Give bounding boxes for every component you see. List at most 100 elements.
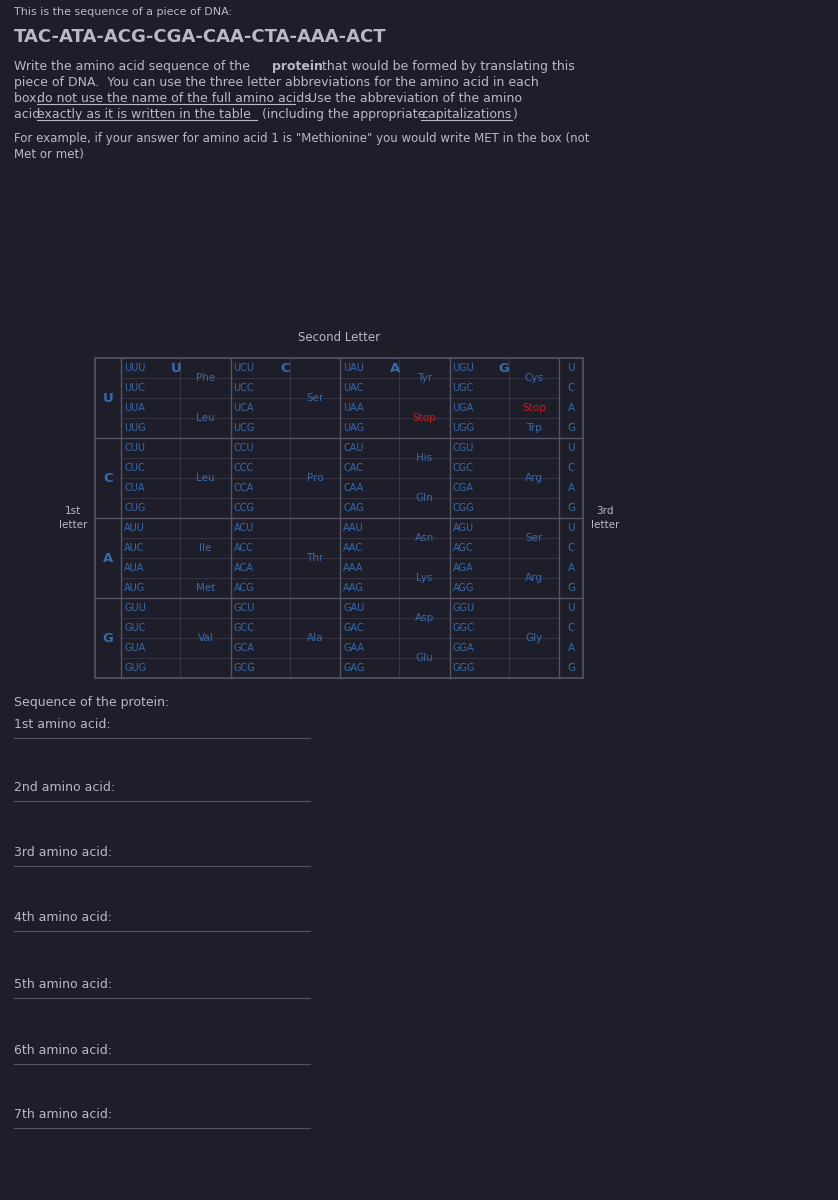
- Text: U: U: [170, 361, 181, 374]
- Bar: [95, 358, 583, 678]
- Text: GGC: GGC: [453, 623, 474, 634]
- Text: AUC: AUC: [124, 542, 144, 553]
- Text: GUG: GUG: [124, 662, 146, 673]
- Text: do not use the name of the full amino acids: do not use the name of the full amino ac…: [37, 92, 311, 104]
- Text: AAC: AAC: [343, 542, 363, 553]
- Text: AUA: AUA: [124, 563, 144, 572]
- Text: ACG: ACG: [234, 583, 254, 593]
- Text: His: His: [416, 452, 432, 463]
- Text: Stop: Stop: [522, 403, 546, 413]
- Text: UUC: UUC: [124, 383, 145, 392]
- Text: protein: protein: [272, 60, 323, 73]
- Text: TAC-ATA-ACG-CGA-CAA-CTA-AAA-ACT: TAC-ATA-ACG-CGA-CAA-CTA-AAA-ACT: [14, 28, 386, 46]
- Text: Ala: Ala: [307, 634, 323, 643]
- Text: Glu: Glu: [416, 653, 433, 662]
- Text: 6th amino acid:: 6th amino acid:: [14, 1044, 112, 1057]
- Text: Met or met): Met or met): [14, 148, 84, 161]
- Text: UCC: UCC: [234, 383, 254, 392]
- Text: A: A: [567, 403, 575, 413]
- Text: (including the appropriate: (including the appropriate: [258, 108, 429, 121]
- Text: Met: Met: [195, 583, 215, 593]
- Text: Gln: Gln: [416, 493, 433, 503]
- Text: Stop: Stop: [412, 413, 437, 422]
- Text: CGA: CGA: [453, 482, 473, 493]
- Text: UAU: UAU: [343, 362, 364, 373]
- Text: capitalizations: capitalizations: [421, 108, 511, 121]
- Text: UGG: UGG: [453, 422, 474, 433]
- Text: CUC: CUC: [124, 463, 145, 473]
- Text: UCA: UCA: [234, 403, 254, 413]
- Text: Phe: Phe: [196, 373, 215, 383]
- Text: U: U: [567, 362, 575, 373]
- Text: C: C: [281, 361, 290, 374]
- Text: C: C: [567, 542, 575, 553]
- Text: Cys: Cys: [525, 373, 543, 383]
- Text: C: C: [103, 472, 113, 485]
- Text: CCG: CCG: [234, 503, 255, 514]
- Text: A: A: [390, 361, 400, 374]
- Text: 1st amino acid:: 1st amino acid:: [14, 718, 111, 731]
- Text: U: U: [567, 443, 575, 452]
- Text: G: G: [567, 503, 575, 514]
- Text: GUA: GUA: [124, 643, 145, 653]
- Text: UUU: UUU: [124, 362, 145, 373]
- Text: 2nd amino acid:: 2nd amino acid:: [14, 781, 115, 794]
- Text: C: C: [567, 383, 575, 392]
- Text: GGU: GGU: [453, 602, 474, 613]
- Text: Gly: Gly: [525, 634, 542, 643]
- Text: ACA: ACA: [234, 563, 253, 572]
- Text: Sequence of the protein:: Sequence of the protein:: [14, 696, 169, 709]
- Text: Asp: Asp: [415, 613, 434, 623]
- Text: GAU: GAU: [343, 602, 365, 613]
- Text: G: G: [567, 583, 575, 593]
- Text: GGA: GGA: [453, 643, 474, 653]
- Text: Write the amino acid sequence of the: Write the amino acid sequence of the: [14, 60, 254, 73]
- Text: UGC: UGC: [453, 383, 473, 392]
- Text: A: A: [103, 552, 113, 564]
- Text: GCU: GCU: [234, 602, 255, 613]
- Text: ACU: ACU: [234, 523, 254, 533]
- Text: CAU: CAU: [343, 443, 364, 452]
- Text: UUA: UUA: [124, 403, 145, 413]
- Text: U: U: [102, 391, 113, 404]
- Text: Second Letter: Second Letter: [298, 331, 380, 344]
- Text: GCC: GCC: [234, 623, 255, 634]
- Text: UAC: UAC: [343, 383, 364, 392]
- Text: Tyr: Tyr: [416, 373, 432, 383]
- Text: CCU: CCU: [234, 443, 254, 452]
- Text: CUG: CUG: [124, 503, 145, 514]
- Text: Thr: Thr: [306, 553, 323, 563]
- Text: CGC: CGC: [453, 463, 473, 473]
- Text: GAC: GAC: [343, 623, 364, 634]
- Text: AGA: AGA: [453, 563, 473, 572]
- Text: AGC: AGC: [453, 542, 473, 553]
- Text: CGU: CGU: [453, 443, 473, 452]
- Text: G: G: [102, 631, 113, 644]
- Text: GUU: GUU: [124, 602, 146, 613]
- Text: UAG: UAG: [343, 422, 365, 433]
- Text: U: U: [567, 523, 575, 533]
- Text: Arg: Arg: [525, 473, 543, 482]
- Text: GGG: GGG: [453, 662, 475, 673]
- Text: CGG: CGG: [453, 503, 474, 514]
- Text: CAC: CAC: [343, 463, 363, 473]
- Text: UGA: UGA: [453, 403, 473, 413]
- Text: CUA: CUA: [124, 482, 144, 493]
- Text: AGU: AGU: [453, 523, 473, 533]
- Text: Leu: Leu: [196, 413, 215, 422]
- Text: 3rd amino acid:: 3rd amino acid:: [14, 846, 112, 859]
- Text: 3rd
letter: 3rd letter: [591, 506, 619, 529]
- Text: C: C: [567, 623, 575, 634]
- Text: CAA: CAA: [343, 482, 363, 493]
- Text: Val: Val: [198, 634, 213, 643]
- Text: 1st
letter: 1st letter: [59, 506, 87, 529]
- Text: AAG: AAG: [343, 583, 364, 593]
- Text: CCC: CCC: [234, 463, 254, 473]
- Text: U: U: [567, 602, 575, 613]
- Text: box,: box,: [14, 92, 44, 104]
- Text: G: G: [567, 422, 575, 433]
- Text: Pro: Pro: [307, 473, 323, 482]
- Text: GAG: GAG: [343, 662, 365, 673]
- Text: Asn: Asn: [415, 533, 434, 542]
- Text: A: A: [567, 643, 575, 653]
